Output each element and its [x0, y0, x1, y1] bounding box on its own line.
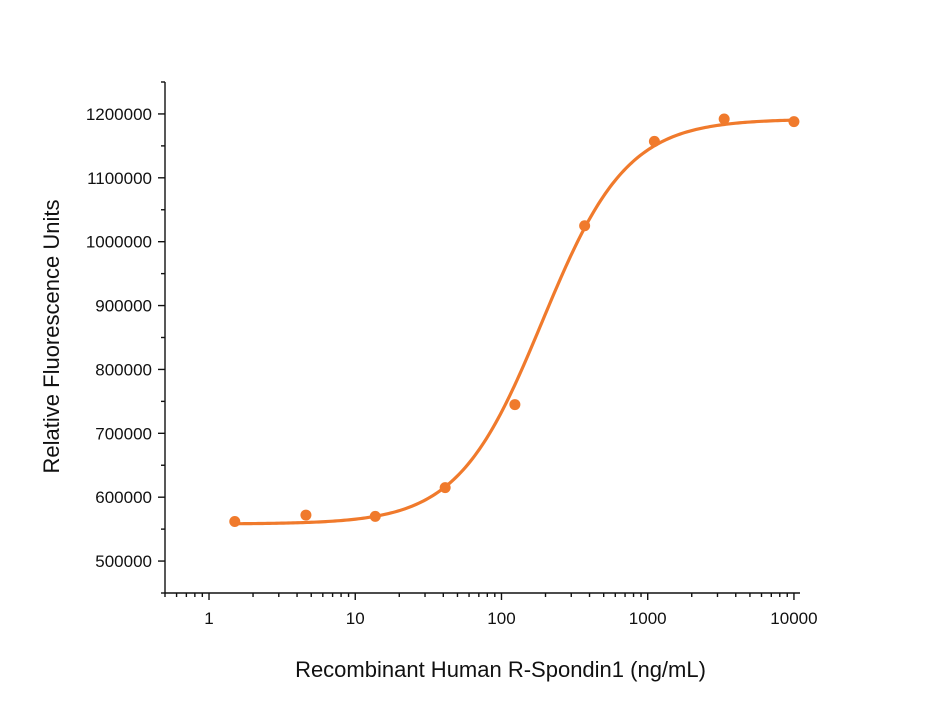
data-point [369, 510, 381, 522]
x-tick-label: 1 [204, 609, 213, 628]
y-tick-label: 500000 [95, 552, 152, 571]
data-point [229, 515, 241, 527]
axes: 5000006000007000008000009000001000000110… [86, 81, 818, 628]
y-tick-label: 700000 [95, 424, 152, 443]
y-axis-title: Relative Fluorescence Units [39, 200, 64, 474]
data-point [579, 220, 591, 232]
y-tick-label: 600000 [95, 488, 152, 507]
y-tick-label: 1000000 [86, 233, 152, 252]
y-tick-label: 1100000 [87, 169, 152, 188]
data-point [300, 509, 312, 521]
fit-curve [233, 118, 796, 526]
data-point [439, 482, 451, 494]
x-tick-label: 10000 [770, 609, 817, 628]
x-tick-label: 10 [346, 609, 365, 628]
data-points [229, 113, 800, 527]
y-tick-label: 900000 [95, 297, 152, 316]
x-axis-title: Recombinant Human R-Spondin1 (ng/mL) [295, 657, 706, 682]
x-tick-label: 1000 [629, 609, 667, 628]
data-point [509, 399, 521, 411]
y-tick-label: 800000 [95, 360, 152, 379]
x-tick-label: 100 [487, 609, 515, 628]
data-point [788, 116, 800, 128]
data-point [648, 135, 660, 147]
y-tick-label: 1200000 [86, 105, 152, 124]
data-point [718, 113, 730, 125]
